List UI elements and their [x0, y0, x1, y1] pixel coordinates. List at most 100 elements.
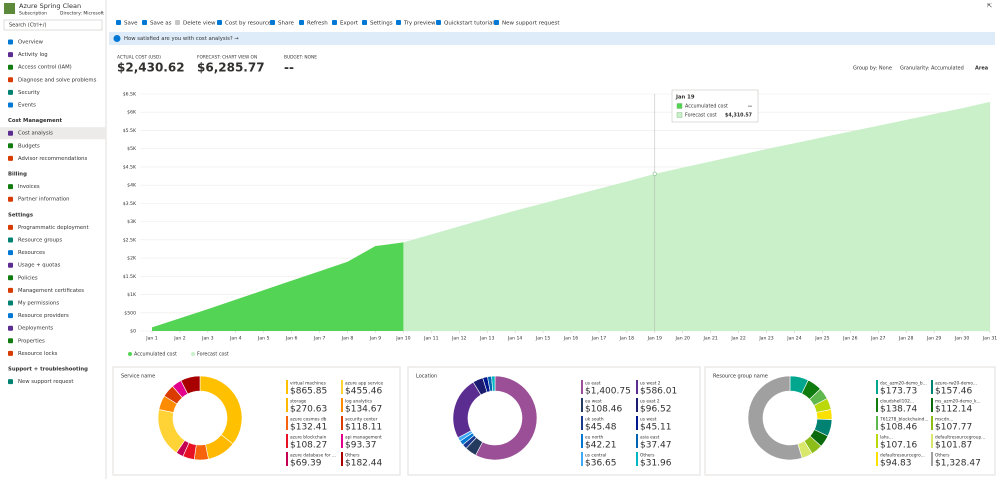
kpi-label: FORECAST: CHART VIEW ON: [197, 55, 257, 61]
nav-icon: [8, 64, 13, 70]
card-title[interactable]: Resource group name: [713, 374, 768, 380]
x-tick-label: Jan 22: [730, 336, 745, 342]
nav-item[interactable]: Usage + quotas: [18, 263, 61, 269]
legend-name: dsc_azm20-demo_b...: [880, 381, 927, 387]
directory: Directory: Microsoft: [60, 11, 104, 17]
x-tick-label: Jan 2: [173, 336, 186, 342]
nav-item[interactable]: Overview: [18, 40, 44, 46]
toolbar-button[interactable]: Try preview: [403, 21, 436, 27]
legend-name: defaultresourcegro...: [880, 453, 925, 459]
legend-swatch: [581, 452, 583, 466]
nav-item[interactable]: Security: [18, 90, 40, 96]
legend-swatch: [636, 416, 638, 430]
legend-swatch: [931, 416, 933, 430]
card-title[interactable]: Service name: [121, 374, 155, 380]
legend-swatch: [931, 452, 933, 466]
nav-item[interactable]: My permissions: [18, 301, 59, 307]
x-tick-label: Jan 19: [647, 336, 662, 342]
tooltip-name: Forecast cost: [685, 113, 717, 119]
view-picker[interactable]: Area: [975, 66, 988, 72]
legend-swatch: [876, 434, 878, 448]
nav-item[interactable]: Policies: [18, 275, 38, 281]
legend-label[interactable]: Accumulated cost: [134, 352, 177, 358]
tooltip-value: --: [748, 105, 752, 110]
x-tick-label: Jan 8: [341, 336, 354, 342]
nav-item[interactable]: Properties: [18, 338, 45, 344]
donut-slice: [475, 375, 538, 461]
legend-swatch: [581, 416, 583, 430]
legend-value: $132.41: [290, 423, 327, 433]
y-tick-label: $3.5K: [123, 201, 137, 207]
nav-item[interactable]: Resource locks: [18, 351, 58, 357]
legend-value: $270.63: [290, 405, 327, 415]
x-tick-label: Jan 26: [842, 336, 857, 342]
toolbar-button[interactable]: Settings: [370, 21, 393, 27]
y-tick-label: $3K: [127, 219, 137, 225]
nav-item[interactable]: Resources: [18, 250, 45, 256]
nav-item[interactable]: Programmatic deployment: [18, 225, 89, 231]
nav-item[interactable]: Events: [18, 103, 36, 109]
tooltip-swatch: [676, 112, 683, 118]
banner: [109, 32, 995, 45]
toolbar-icon: [362, 20, 367, 25]
x-tick-label: Jan 15: [535, 336, 550, 342]
search-box[interactable]: [3, 19, 103, 31]
y-tick-label: $1.5K: [123, 274, 137, 280]
tooltip-name: Accumulated cost: [685, 104, 728, 110]
y-tick-label: $2K: [127, 256, 137, 262]
legend-label[interactable]: Forecast cost: [197, 352, 229, 358]
legend-name: virtual machines: [290, 381, 327, 387]
nav-item[interactable]: Access control (IAM): [18, 65, 72, 71]
nav-item[interactable]: Activity log: [18, 52, 48, 58]
legend-value: $157.46: [935, 387, 972, 397]
resource-subtitle: Subscription: [19, 11, 47, 17]
toolbar-icon: [332, 20, 337, 25]
nav-item[interactable]: Cost analysis: [18, 131, 53, 137]
toolbar-icon: [494, 20, 499, 25]
toolbar-button[interactable]: Share: [278, 21, 294, 27]
nav-item[interactable]: Partner information: [18, 197, 70, 203]
nav-icon: [8, 184, 13, 190]
nav-item[interactable]: Diagnose and solve problems: [18, 77, 97, 83]
hover-point: [652, 171, 657, 176]
legend-value: $1,400.75: [585, 387, 631, 397]
x-tick-label: Jan 27: [870, 336, 885, 342]
x-tick-label: Jan 29: [926, 336, 941, 342]
legend-swatch: [581, 380, 583, 394]
search-placeholder[interactable]: Search (Ctrl+/): [9, 23, 46, 29]
x-tick-label: Jan 21: [702, 336, 717, 342]
nav-item[interactable]: Invoices: [18, 184, 40, 190]
pin-icon[interactable]: ⇱: [987, 3, 992, 10]
legend-name: us west 2: [640, 381, 661, 387]
nav-item[interactable]: Deployments: [18, 326, 53, 332]
x-tick-label: Jan 16: [563, 336, 578, 342]
banner-text[interactable]: How satisfied are you with cost analysis…: [124, 36, 239, 42]
nav-heading: Settings: [8, 212, 33, 218]
nav-item[interactable]: Resource providers: [18, 313, 69, 319]
toolbar-button[interactable]: New support request: [502, 21, 560, 27]
nav-item[interactable]: Budgets: [18, 143, 40, 149]
toolbar-button[interactable]: Save as: [150, 21, 172, 27]
legend-value: $107.16: [880, 441, 917, 451]
nav-icon: [8, 102, 13, 108]
granularity[interactable]: Granularity: Accumulated: [900, 66, 964, 72]
toolbar-button[interactable]: Refresh: [307, 21, 328, 27]
legend-swatch: [286, 416, 288, 430]
toolbar-button[interactable]: Save: [124, 21, 138, 27]
toolbar-button[interactable]: Cost by resource: [225, 21, 272, 27]
nav-item[interactable]: Management certificates: [18, 288, 84, 294]
legend-value: $134.67: [345, 405, 382, 415]
toolbar-button[interactable]: Export: [340, 21, 359, 27]
nav-item[interactable]: Resource groups: [18, 238, 62, 244]
toolbar-button[interactable]: Quickstart tutorial: [444, 21, 494, 27]
x-tick-label: Jan 7: [313, 336, 326, 342]
nav-item[interactable]: Advisor recommendations: [18, 156, 88, 162]
nav-item[interactable]: New support request: [18, 379, 73, 385]
card-title[interactable]: Location: [416, 374, 437, 380]
legend-value: $42.21: [585, 441, 617, 451]
group-by[interactable]: Group by: None: [853, 66, 892, 72]
legend-name: api management: [345, 435, 382, 441]
nav-icon: [8, 350, 13, 356]
x-tick-label: Jan 4: [229, 336, 242, 342]
resource-icon: [4, 3, 15, 14]
